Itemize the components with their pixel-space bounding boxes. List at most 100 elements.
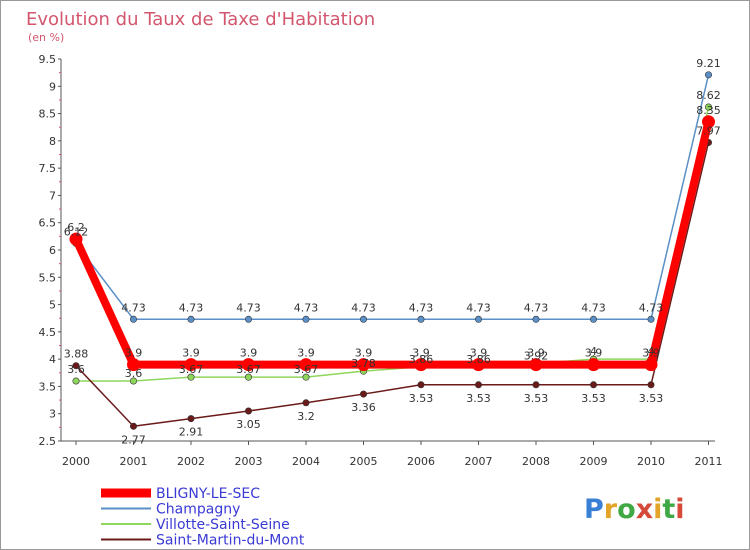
series-point-3: [417, 381, 425, 389]
data-label-3: 2.91: [179, 426, 204, 439]
legend-label-1: Champagny: [156, 502, 240, 518]
y-tick-label: 3: [49, 408, 56, 421]
series-line-2: [76, 106, 710, 382]
x-tick-label: 2003: [235, 455, 263, 468]
x-tick-label: 2006: [407, 455, 435, 468]
data-label-2: 3.67: [179, 363, 204, 376]
series-point-3: [72, 362, 80, 370]
data-label-3: 3.53: [639, 392, 664, 405]
series-point-0: [702, 115, 715, 129]
y-tick-label: 3.5: [39, 380, 57, 393]
y-tick-label: 5.5: [39, 271, 57, 284]
data-label-0: 6.2: [67, 221, 85, 234]
data-label-3: 2.77: [121, 433, 146, 446]
x-tick-label: 2001: [120, 455, 148, 468]
data-label-1: 4.73: [409, 301, 434, 314]
series-point-1: [704, 71, 712, 79]
y-tick-label: 7.5: [39, 162, 57, 175]
brand-letter: x: [636, 494, 653, 525]
data-label-2: 3.67: [236, 363, 261, 376]
data-label-3: 3.53: [581, 392, 606, 405]
data-label-0: 3.9: [182, 347, 200, 360]
brand-letter: P: [584, 494, 604, 525]
series-line-0: [72, 120, 713, 369]
brand-letter: o: [617, 494, 636, 525]
data-label-3: 7.97: [696, 124, 721, 137]
series-point-3: [187, 415, 195, 423]
series-point-1: [130, 315, 138, 323]
data-label-1: 4.73: [236, 301, 261, 314]
data-label-2: 3.6: [67, 363, 85, 376]
data-label-0: 3.9: [412, 347, 430, 360]
series-point-0: [184, 358, 198, 372]
data-label-1: 4.73: [581, 301, 606, 314]
series-point-1: [417, 315, 425, 323]
series-point-1: [302, 315, 310, 323]
x-tick-label: 2010: [637, 455, 665, 468]
series-point-0: [587, 358, 600, 372]
data-label-2: 3.78: [351, 357, 376, 370]
data-label-0: 3.9: [527, 347, 545, 360]
y-tick-label: 5: [49, 299, 56, 312]
data-label-0: 3.9: [355, 347, 373, 360]
series-point-0: [242, 358, 255, 372]
legend: BLIGNY-LE-SECChampagnyVillotte-Saint-Sei…: [101, 486, 305, 549]
series-line-1: [75, 74, 710, 321]
series-point-0: [69, 232, 83, 246]
data-label-1: 6.12: [64, 225, 89, 238]
x-tick-label: 2005: [350, 455, 378, 468]
legend-label-2: Villotte-Saint-Seine: [156, 517, 290, 533]
series-group: [69, 71, 715, 430]
x-tick-label: 2007: [465, 455, 493, 468]
brand-letter: i: [653, 494, 662, 525]
y-tick-label: 6.5: [39, 217, 57, 230]
data-label-1: 4.73: [121, 301, 146, 314]
series-point-2: [302, 373, 310, 381]
series-point-1: [187, 315, 195, 323]
data-label-2: 3.6: [125, 367, 143, 380]
data-label-3: 3.05: [236, 418, 261, 431]
series-line-3: [75, 142, 710, 428]
data-label-0: 3.9: [642, 347, 660, 360]
y-tick-label: 9: [49, 80, 56, 93]
y-tick-label: 2.5: [39, 435, 57, 448]
data-label-1: 4.73: [294, 301, 319, 314]
y-tick-group: 2.5 3 3.5 4 4.5 5 5.5 6 6.5 7 7.5 8 8.5 9 9.5: [39, 53, 61, 448]
data-label-2: 8.62: [696, 89, 721, 102]
series-point-2: [245, 373, 253, 381]
x-tick-label: 2002: [177, 455, 205, 468]
series-point-0: [472, 358, 485, 372]
series-point-2: [187, 373, 195, 381]
data-label-2: 3.92: [524, 350, 549, 363]
brand-logo: Proxiti: [584, 494, 685, 525]
data-label-0: 3.9: [585, 347, 603, 360]
data-label-1: 4.73: [524, 301, 549, 314]
brand-letter: t: [662, 494, 675, 525]
series-point-1: [532, 315, 540, 323]
series-point-2: [704, 103, 712, 111]
series-point-0: [127, 358, 140, 372]
y-tick-label: 7: [49, 189, 56, 202]
series-point-0: [414, 358, 428, 372]
series-point-1: [359, 315, 367, 323]
series-point-0: [357, 358, 370, 372]
y-tick-label: 9.5: [39, 53, 57, 66]
legend-label-0: BLIGNY-LE-SEC: [156, 486, 260, 502]
series-point-3: [532, 381, 540, 389]
data-label-group: 6.2 3.9 3.9 3.9 3.9 3.9 3.9 3.9 3.9 3.9 3.9 8.35 6.1…: [64, 57, 721, 446]
series-point-3: [359, 390, 367, 398]
series-point-1: [589, 315, 597, 323]
brand-letter: i: [675, 494, 684, 525]
series-point-3: [302, 399, 310, 407]
legend-label-3: Saint-Martin-du-Mont: [156, 533, 305, 549]
series-point-0: [299, 358, 313, 372]
series-point-1: [474, 315, 482, 323]
data-label-2: 3.86: [466, 353, 491, 366]
unit-label: (en %): [28, 31, 64, 44]
series-point-2: [130, 377, 138, 385]
series-point-3: [130, 422, 138, 430]
data-label-2: 4: [590, 345, 597, 358]
series-point-1: [245, 315, 253, 323]
